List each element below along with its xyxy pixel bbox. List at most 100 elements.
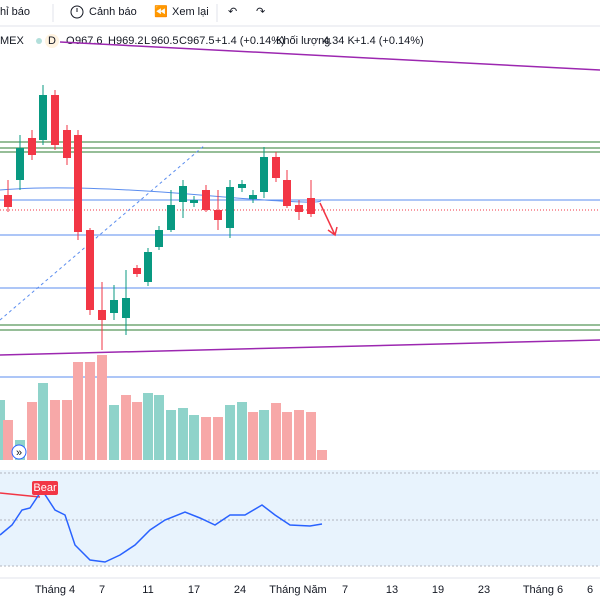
volume-bar (282, 412, 292, 460)
svg-text:»: » (16, 447, 22, 459)
candle-body (133, 268, 141, 274)
candle-body (179, 186, 187, 202)
open-label: O (66, 35, 75, 47)
candle-body (238, 184, 246, 188)
indicators-button[interactable]: hỉ báo (0, 6, 30, 18)
volume-bar (225, 405, 235, 460)
replay-icon[interactable]: ⏪ (154, 5, 168, 18)
high-value: 969.2 (116, 35, 144, 47)
open-value: 967.6 (75, 35, 103, 47)
candle-body (155, 230, 163, 247)
volume-bar (143, 393, 153, 460)
candle-body (86, 230, 94, 310)
candle-body (202, 190, 210, 210)
candle-body (307, 198, 315, 214)
x-axis-label: Tháng 4 (35, 584, 75, 596)
x-axis-label: 19 (432, 584, 444, 596)
x-axis-label: 13 (386, 584, 398, 596)
volume-bar (189, 415, 199, 460)
candle-body (74, 135, 82, 232)
redo-button[interactable]: ↷ (256, 6, 265, 18)
volume-label: Khối lượng (276, 35, 330, 47)
volume-bar (97, 355, 107, 460)
close-label: C (179, 35, 187, 47)
candle-body (51, 95, 59, 145)
candle-body (167, 205, 175, 230)
volume-bar (271, 403, 281, 460)
alert-icon[interactable] (70, 5, 84, 19)
volume-bar (178, 408, 188, 460)
trend-line (59, 41, 600, 71)
candle-body (283, 180, 291, 206)
low-value: 960.5 (151, 35, 179, 47)
x-axis-label: 17 (188, 584, 200, 596)
candle-body (98, 310, 106, 320)
candle-body (249, 195, 257, 199)
volume-bar (3, 420, 13, 460)
candle-body (272, 157, 280, 178)
legend: MEX D O 967.6 H 969.2 L 960.5 C 967.5 +1… (0, 34, 424, 48)
candle-body (295, 205, 303, 212)
candle-body (28, 138, 36, 155)
candle-body (16, 148, 24, 180)
trend-line (0, 339, 600, 356)
candle-body (110, 300, 118, 313)
candle-body (214, 210, 222, 220)
undo-button[interactable]: ↶ (228, 6, 237, 18)
arrow (319, 202, 338, 237)
volume-value: 4.34 K (323, 35, 355, 47)
x-axis-label: 23 (478, 584, 490, 596)
volume-bar (62, 400, 72, 460)
volume-bar (306, 412, 316, 460)
volume-bar (294, 410, 304, 460)
candle-body (260, 157, 268, 192)
low-label: L (144, 35, 150, 47)
candle-body (190, 200, 198, 203)
volume-bar (154, 395, 164, 460)
candle-body (63, 130, 71, 158)
volume-bar (85, 362, 95, 460)
close-value: 967.5 (187, 35, 215, 47)
bear-label: Bear (33, 482, 57, 494)
candle-body (144, 252, 152, 282)
volume-bar (38, 383, 48, 460)
oscillator-pane (0, 470, 600, 566)
volume-bar (0, 400, 5, 460)
candle-body (122, 298, 130, 318)
volume-bar (73, 362, 83, 460)
candle-body (4, 195, 12, 207)
volume-bar (166, 410, 176, 460)
dashed-diagonal (0, 144, 206, 321)
volume-bar (121, 395, 131, 460)
change-value: +1.4 (+0.14%) (215, 35, 285, 47)
replay-button[interactable]: Xem lại (172, 6, 209, 18)
x-axis-label: Tháng Năm (269, 584, 326, 596)
volume-bar (109, 405, 119, 460)
x-axis-label: 24 (234, 584, 246, 596)
bear-line (0, 492, 41, 498)
scroll-icon[interactable]: » (11, 444, 27, 460)
candle-body (39, 95, 47, 140)
badge-bg (45, 34, 59, 48)
volume-bar (213, 417, 223, 460)
volume-bar (132, 402, 142, 460)
volume-bar (317, 450, 327, 460)
volume-bar (27, 402, 37, 460)
volume-bar (237, 402, 247, 460)
badge: D (48, 35, 56, 47)
volume-bar (201, 417, 211, 460)
volume-change: +1.4 (+0.14%) (354, 35, 424, 47)
high-label: H (108, 35, 116, 47)
alerts-button[interactable]: Cảnh báo (89, 6, 137, 18)
x-axis-label: 11 (142, 584, 153, 596)
volume-bar (50, 400, 60, 460)
x-axis-label: 7 (342, 584, 348, 596)
x-axis-label: Tháng 6 (523, 584, 563, 596)
volume-bar (259, 410, 269, 460)
x-axis-label: 6 (587, 584, 593, 596)
x-axis-label: 7 (99, 584, 105, 596)
candle-body (226, 187, 234, 228)
bear-tag (32, 481, 58, 495)
